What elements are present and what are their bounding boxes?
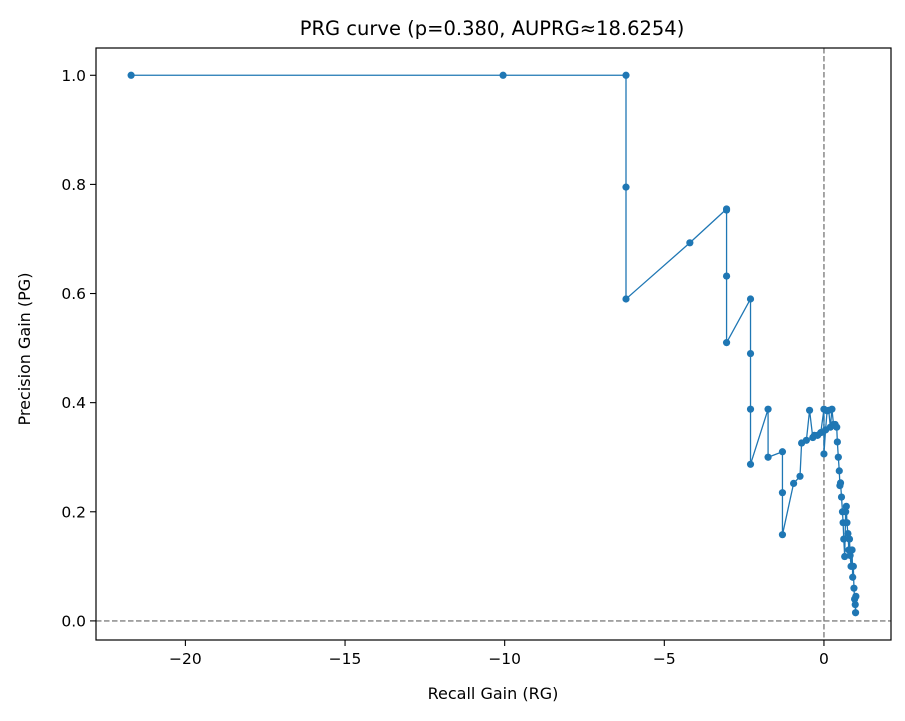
data-point (622, 71, 630, 79)
data-point (686, 239, 694, 247)
data-point (746, 349, 755, 358)
data-point (849, 573, 857, 581)
data-point (127, 71, 135, 79)
data-point (840, 535, 848, 543)
data-point (722, 339, 731, 347)
data-point (851, 609, 860, 617)
data-point (851, 600, 859, 609)
y-axis-label: Precision Gain (PG) (15, 273, 34, 426)
data-point (790, 479, 798, 488)
x-tick-label: −20 (169, 650, 202, 668)
plot-area (96, 48, 891, 640)
y-tick-label: 0.0 (61, 612, 86, 630)
y-tick-label: 0.6 (61, 285, 86, 303)
data-point (499, 71, 507, 79)
data-point (852, 592, 860, 600)
data-point (746, 295, 755, 303)
data-point (841, 552, 849, 561)
data-point (802, 436, 810, 444)
data-point (844, 530, 852, 538)
data-point (746, 405, 755, 413)
data-point (778, 448, 787, 456)
y-tick-label: 1.0 (61, 67, 86, 85)
x-axis-label: Recall Gain (RG) (428, 684, 559, 703)
data-point (796, 472, 804, 480)
data-point (778, 531, 787, 539)
data-point (828, 405, 836, 413)
data-point (846, 551, 854, 560)
series-line (131, 74, 857, 614)
x-tick-label: −10 (488, 650, 521, 668)
data-point (805, 406, 814, 414)
data-point (722, 206, 731, 214)
plot-frame (95, 47, 892, 641)
data-point (843, 519, 851, 527)
y-tick-label: 0.4 (61, 394, 86, 412)
data-point (848, 546, 856, 554)
data-point (722, 272, 731, 280)
x-tick-label: −5 (653, 650, 676, 668)
data-point (833, 423, 841, 431)
data-point (833, 438, 841, 446)
data-point (836, 479, 845, 487)
data-point (622, 183, 630, 191)
data-point (842, 502, 850, 510)
x-tick-label: 0 (819, 650, 829, 668)
data-point (764, 405, 772, 413)
axis-ticks: −20 −15 −10 −5 0 0.0 0.2 0.4 0.6 0.8 1.0 (61, 67, 829, 668)
data-point (746, 460, 755, 468)
data-point (849, 562, 857, 570)
data-point (850, 584, 858, 592)
chart-title: PRG curve (p=0.380, AUPRG≈18.6254) (300, 17, 685, 40)
data-point (842, 508, 850, 516)
data-point (835, 467, 843, 475)
data-point (778, 489, 787, 497)
data-point (820, 450, 828, 458)
data-point (764, 453, 772, 461)
data-point (622, 295, 630, 303)
data-point (845, 535, 854, 543)
y-tick-label: 0.2 (61, 503, 86, 521)
y-tick-label: 0.8 (61, 176, 86, 194)
series-0 (127, 71, 860, 617)
x-tick-label: −15 (329, 650, 362, 668)
data-point (834, 453, 842, 461)
data-point (837, 493, 846, 501)
